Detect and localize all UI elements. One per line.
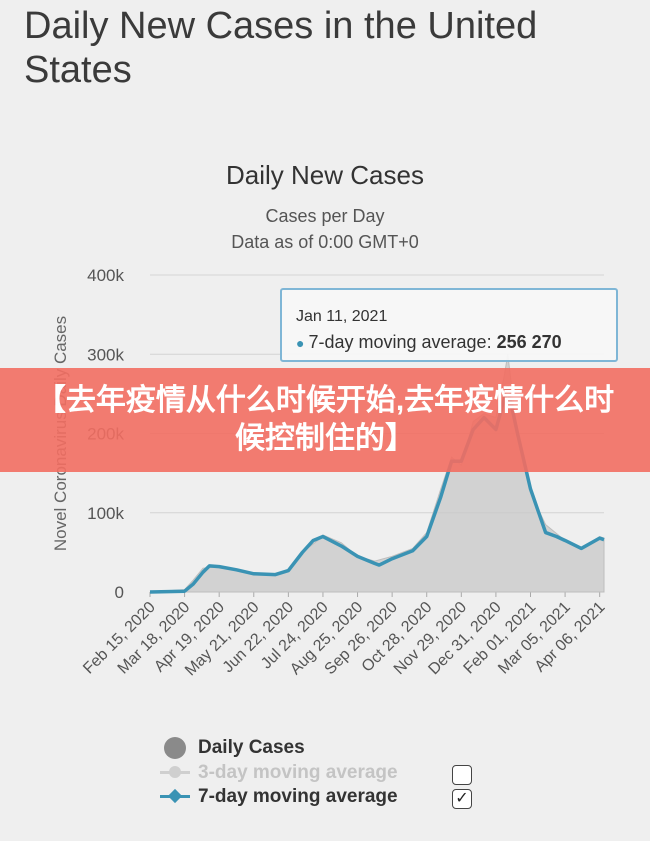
chart-data-note: Data as of 0:00 GMT+0 <box>231 232 419 252</box>
chart-subtitle: Cases per Day <box>265 206 385 226</box>
tooltip-separator: : <box>486 332 492 352</box>
toggle-7-day-checkbox[interactable]: ✓ <box>452 789 472 809</box>
tooltip-row: ● 7-day moving average: 256 270 <box>296 332 562 353</box>
overlay-banner: 【去年疫情从什么时候开始,去年疫情什么时候控制住的】 <box>0 368 650 472</box>
tooltip-date: Jan 11, 2021 <box>296 308 388 325</box>
banner-text: 【去年疫情从什么时候开始,去年疫情什么时候控制住的】 <box>35 384 615 455</box>
legend-marker-7-day-icon <box>167 788 183 804</box>
legend-label-7-day-average: 7-day moving average <box>198 786 398 807</box>
legend-label-daily-cases: Daily Cases <box>198 737 305 758</box>
chart-tooltip: Jan 11, 2021 ● 7-day moving average: 256 … <box>280 288 618 362</box>
legend-marker-daily-cases-icon <box>164 737 186 759</box>
y-tick-label: 300k <box>87 345 124 364</box>
legend-marker-3-day-icon <box>169 766 181 778</box>
y-tick-label: 400k <box>87 266 124 285</box>
chart-title: Daily New Cases <box>226 160 424 190</box>
page-title: Daily New Cases in the United States <box>24 5 538 91</box>
tooltip-value: 256 270 <box>496 332 562 352</box>
y-tick-label: 0 <box>115 583 124 602</box>
tooltip-series-name: 7-day moving average <box>308 332 487 352</box>
tooltip-series-dot-icon: ● <box>296 335 305 351</box>
y-tick-label: 100k <box>87 504 124 523</box>
toggle-3-day-checkbox[interactable] <box>452 765 472 785</box>
legend-label-3-day-average: 3-day moving average <box>198 762 398 783</box>
seven-day-average-line <box>149 387 605 594</box>
